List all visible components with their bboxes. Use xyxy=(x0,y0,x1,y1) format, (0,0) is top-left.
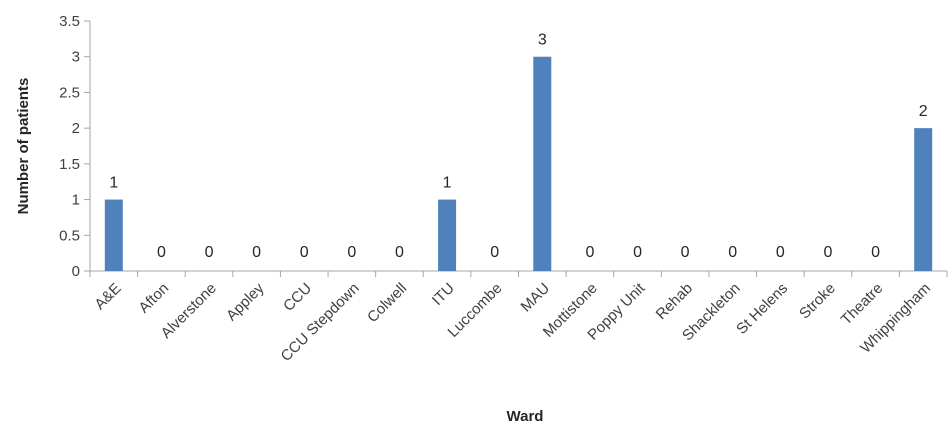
y-tick-label: 3.5 xyxy=(59,13,80,30)
x-tick-label: MAU xyxy=(518,280,554,316)
data-label: 0 xyxy=(681,244,690,261)
x-tick-label: Appley xyxy=(223,279,268,324)
data-label: 0 xyxy=(824,244,833,261)
y-tick-label: 1 xyxy=(72,192,80,209)
data-label: 2 xyxy=(919,103,928,120)
x-tick-label: A&E xyxy=(91,280,124,313)
data-labels: 1 0 0 0 0 0 0 1 0 3 0 0 0 0 0 0 0 2 xyxy=(109,32,927,261)
data-label: 0 xyxy=(585,244,594,261)
x-tick-label: ITU xyxy=(429,280,458,309)
y-tick-label: 2 xyxy=(72,120,80,137)
data-label: 0 xyxy=(728,244,737,261)
x-tick-label: CCU xyxy=(280,280,315,315)
y-axis: 0 0.5 1 1.5 2 2.5 3 3.5 xyxy=(59,13,91,280)
data-label: 0 xyxy=(871,244,880,261)
y-tick-label: 0.5 xyxy=(59,227,80,244)
y-axis-title: Number of patients xyxy=(15,78,32,215)
y-tick-label: 3 xyxy=(72,49,80,66)
x-tick-label: Stroke xyxy=(796,280,839,323)
data-label: 0 xyxy=(395,244,404,261)
data-label: 0 xyxy=(490,244,499,261)
bars xyxy=(104,56,933,271)
x-tick-label: Afton xyxy=(135,280,172,317)
data-label: 3 xyxy=(538,32,547,49)
x-axis-title: Ward xyxy=(507,408,544,425)
x-tick-label: Theatre xyxy=(838,280,887,329)
y-tick-label: 0 xyxy=(72,263,80,280)
data-label: 0 xyxy=(776,244,785,261)
y-tick-label: 1.5 xyxy=(59,156,80,173)
x-tick-label: St Helens xyxy=(733,280,791,338)
data-label: 0 xyxy=(205,244,214,261)
bar xyxy=(104,199,123,271)
data-label: 0 xyxy=(157,244,166,261)
x-tick-label: Rehab xyxy=(653,280,696,323)
data-label: 0 xyxy=(633,244,642,261)
bar xyxy=(533,56,552,271)
data-label: 0 xyxy=(252,244,261,261)
bar xyxy=(914,128,933,271)
bar xyxy=(438,199,457,271)
data-label: 0 xyxy=(347,244,356,261)
data-label: 0 xyxy=(300,244,309,261)
x-tick-label: Colwell xyxy=(364,280,410,326)
y-tick-label: 2.5 xyxy=(59,84,80,101)
data-label: 1 xyxy=(109,175,118,192)
data-label: 1 xyxy=(443,175,452,192)
